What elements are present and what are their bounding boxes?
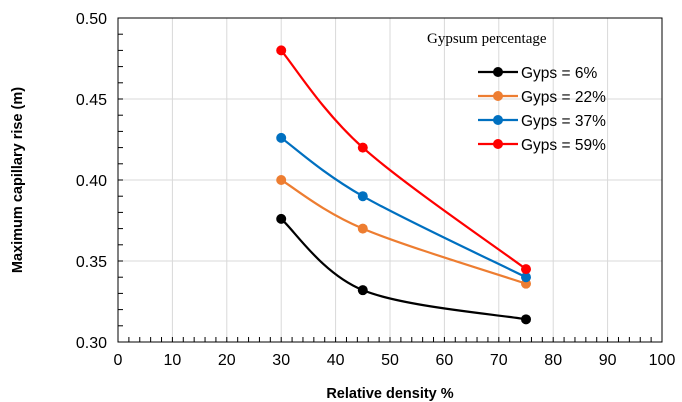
series-4 bbox=[276, 45, 531, 275]
x-tick-label: 20 bbox=[218, 352, 236, 369]
data-point bbox=[276, 132, 287, 143]
legend-item: Gyps = 22% bbox=[478, 89, 606, 106]
data-point bbox=[521, 264, 531, 275]
y-tick-label: 0.50 bbox=[76, 11, 107, 28]
y-tick-label: 0.45 bbox=[76, 92, 107, 109]
grid bbox=[118, 18, 662, 342]
legend-marker bbox=[493, 91, 503, 101]
legend-item: Gyps = 37% bbox=[478, 113, 606, 130]
x-tick-label: 80 bbox=[544, 352, 562, 369]
y-tick-labels: 0.30 0.35 0.40 0.45 0.50 bbox=[76, 11, 107, 352]
data-point bbox=[357, 285, 368, 296]
data-point bbox=[521, 272, 531, 283]
legend-marker bbox=[493, 67, 503, 77]
series-layer bbox=[276, 45, 531, 325]
data-point bbox=[276, 45, 287, 56]
legend-item: Gyps = 6% bbox=[478, 65, 597, 82]
x-tick-label: 30 bbox=[272, 352, 290, 369]
x-tick-label: 50 bbox=[381, 352, 399, 369]
legend-label: Gyps = 59% bbox=[521, 137, 606, 154]
legend-label: Gyps = 37% bbox=[521, 113, 606, 130]
data-point bbox=[276, 213, 287, 224]
x-tick-label: 0 bbox=[114, 352, 123, 369]
series-1 bbox=[276, 213, 531, 325]
y-axis-title: Maximum capillary rise (m) bbox=[10, 87, 26, 273]
legend-marker bbox=[493, 139, 503, 149]
data-point bbox=[357, 191, 368, 202]
data-point bbox=[276, 175, 287, 185]
series-line bbox=[280, 218, 527, 321]
y-tick-label: 0.35 bbox=[76, 254, 107, 271]
x-tick-label: 40 bbox=[327, 352, 345, 369]
x-tick-label: 60 bbox=[436, 352, 454, 369]
x-tick-label: 100 bbox=[649, 352, 676, 369]
legend-item: Gyps = 59% bbox=[478, 137, 606, 154]
series-line bbox=[280, 49, 527, 270]
series-2 bbox=[276, 175, 531, 289]
x-tick-label: 70 bbox=[490, 352, 508, 369]
x-axis-title: Relative density % bbox=[326, 386, 453, 402]
x-tick-label: 10 bbox=[164, 352, 182, 369]
data-point bbox=[357, 142, 368, 153]
x-tick-labels: 0 10 20 30 40 50 60 70 80 90 100 bbox=[114, 352, 676, 369]
series-3 bbox=[276, 132, 531, 283]
series-line bbox=[280, 136, 527, 279]
x-tick-label: 90 bbox=[599, 352, 617, 369]
y-tick-label: 0.30 bbox=[76, 335, 107, 352]
legend-title: Gypsum percentage bbox=[427, 31, 547, 47]
legend-label: Gyps = 22% bbox=[521, 89, 606, 106]
data-point bbox=[357, 223, 368, 234]
axis-ticks bbox=[117, 17, 663, 343]
legend: Gypsum percentage Gyps = 6% Gyps = 22% Gyp… bbox=[427, 31, 606, 154]
legend-marker bbox=[493, 115, 503, 125]
series-line bbox=[280, 179, 527, 285]
data-point bbox=[521, 314, 531, 325]
y-tick-label: 0.40 bbox=[76, 173, 107, 190]
legend-label: Gyps = 6% bbox=[521, 65, 597, 82]
